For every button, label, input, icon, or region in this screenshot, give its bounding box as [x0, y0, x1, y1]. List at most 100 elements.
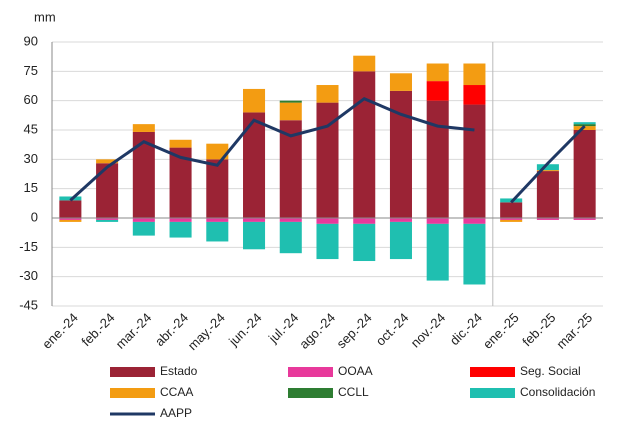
bar-segment — [59, 218, 82, 220]
bar-segment — [169, 218, 192, 222]
bar-segment — [463, 85, 486, 105]
x-tick-label: ene.-25 — [480, 310, 522, 352]
bar-segment — [426, 81, 449, 101]
bar-segment — [536, 170, 559, 172]
bar-segment — [353, 55, 376, 72]
legend-label: AAPP — [160, 406, 192, 420]
bar-segment — [536, 218, 559, 220]
y-tick-label: -45 — [19, 297, 38, 312]
bar-segment — [206, 221, 229, 242]
bar-segment — [279, 218, 302, 222]
bar-segment — [389, 73, 412, 91]
x-tick-label: sep.-24 — [334, 310, 375, 351]
bar-segment — [463, 223, 486, 285]
x-tick-label: feb.-25 — [519, 310, 558, 349]
y-axis-label: mm — [34, 9, 56, 24]
bar-segment — [132, 124, 155, 132]
bar-segment — [206, 218, 229, 222]
bar-segment — [169, 221, 192, 238]
bar-segment — [96, 163, 119, 218]
x-tick-label: nov.-24 — [408, 310, 449, 351]
bar-segment — [169, 139, 192, 148]
x-tick-label: feb.-24 — [78, 310, 117, 349]
bar-segment — [536, 164, 559, 171]
bar-segment — [426, 223, 449, 281]
bar-segment — [316, 85, 339, 103]
bar-segment — [536, 171, 559, 218]
bar-segment — [243, 112, 266, 218]
x-tick-label: ago.-24 — [296, 310, 338, 352]
bar-segment — [573, 122, 596, 125]
bar-segment — [316, 223, 339, 260]
bar-segment — [573, 130, 596, 218]
y-tick-label: 75 — [24, 63, 38, 78]
y-tick-label: -30 — [19, 268, 38, 283]
line-series — [510, 125, 586, 204]
legend-swatch — [288, 388, 333, 398]
x-tick-label: ene.-24 — [39, 310, 81, 352]
legend-swatch — [470, 388, 515, 398]
bar-segment — [316, 218, 339, 224]
bar-segment — [96, 218, 119, 220]
y-tick-label: 45 — [24, 121, 38, 136]
bar-segment — [59, 219, 82, 222]
bar-segment — [59, 200, 82, 218]
bar-segment — [389, 218, 412, 222]
bar-segment — [206, 159, 229, 218]
bar-segment — [279, 221, 302, 254]
bar-segment — [426, 63, 449, 82]
bar-segment — [316, 102, 339, 218]
bar-segment — [96, 219, 119, 222]
bar-segment — [463, 104, 486, 218]
bar-segment — [279, 100, 302, 103]
bar-segment — [206, 143, 229, 160]
bar-segment — [426, 218, 449, 224]
bar-segment — [243, 221, 266, 250]
bar-segment — [132, 218, 155, 222]
legend-label: Seg. Social — [520, 364, 581, 378]
y-tick-label: 15 — [24, 180, 38, 195]
bar-segment — [132, 221, 155, 236]
bar-segment — [132, 131, 155, 218]
bar-segment — [500, 218, 523, 220]
bar-segment — [463, 218, 486, 224]
x-tick-label: jun.-24 — [225, 310, 264, 349]
bar-segment — [279, 102, 302, 121]
x-tick-label: may.-24 — [185, 310, 228, 353]
legend-swatch — [288, 367, 333, 377]
bar-segment — [353, 223, 376, 262]
bar-segment — [243, 88, 266, 113]
legend-swatch — [470, 367, 515, 377]
bar-segment — [573, 124, 596, 127]
bar-segment — [389, 221, 412, 260]
bar-segment — [279, 120, 302, 218]
legend-label: CCLL — [338, 385, 369, 399]
bar-segment — [500, 219, 523, 222]
x-tick-label: mar.-25 — [553, 310, 595, 352]
bar-segment — [96, 159, 119, 164]
x-tick-label: mar.-24 — [113, 310, 155, 352]
bar-segment — [169, 147, 192, 218]
bar-segment — [243, 218, 266, 222]
legend-label: Estado — [160, 364, 198, 378]
bar-segment — [353, 218, 376, 224]
y-tick-label: 60 — [24, 92, 38, 107]
bar-segment — [500, 202, 523, 218]
line-series — [69, 96, 475, 202]
legend-swatch — [110, 367, 155, 377]
legend-swatch — [110, 388, 155, 398]
legend-label: OOAA — [338, 364, 373, 378]
bar-segment — [426, 100, 449, 218]
y-tick-label: 30 — [24, 151, 38, 166]
y-tick-label: 0 — [31, 209, 38, 224]
x-tick-label: oct.-24 — [373, 310, 412, 349]
x-tick-label: dic.-24 — [447, 310, 485, 348]
legend-label: CCAA — [160, 385, 193, 399]
bar-segment — [389, 90, 412, 218]
bar-segment — [573, 218, 596, 220]
legend-label: Consolidación — [520, 385, 595, 399]
y-tick-label: -15 — [19, 239, 38, 254]
bar-segment — [463, 63, 486, 86]
bar-segment — [353, 71, 376, 218]
